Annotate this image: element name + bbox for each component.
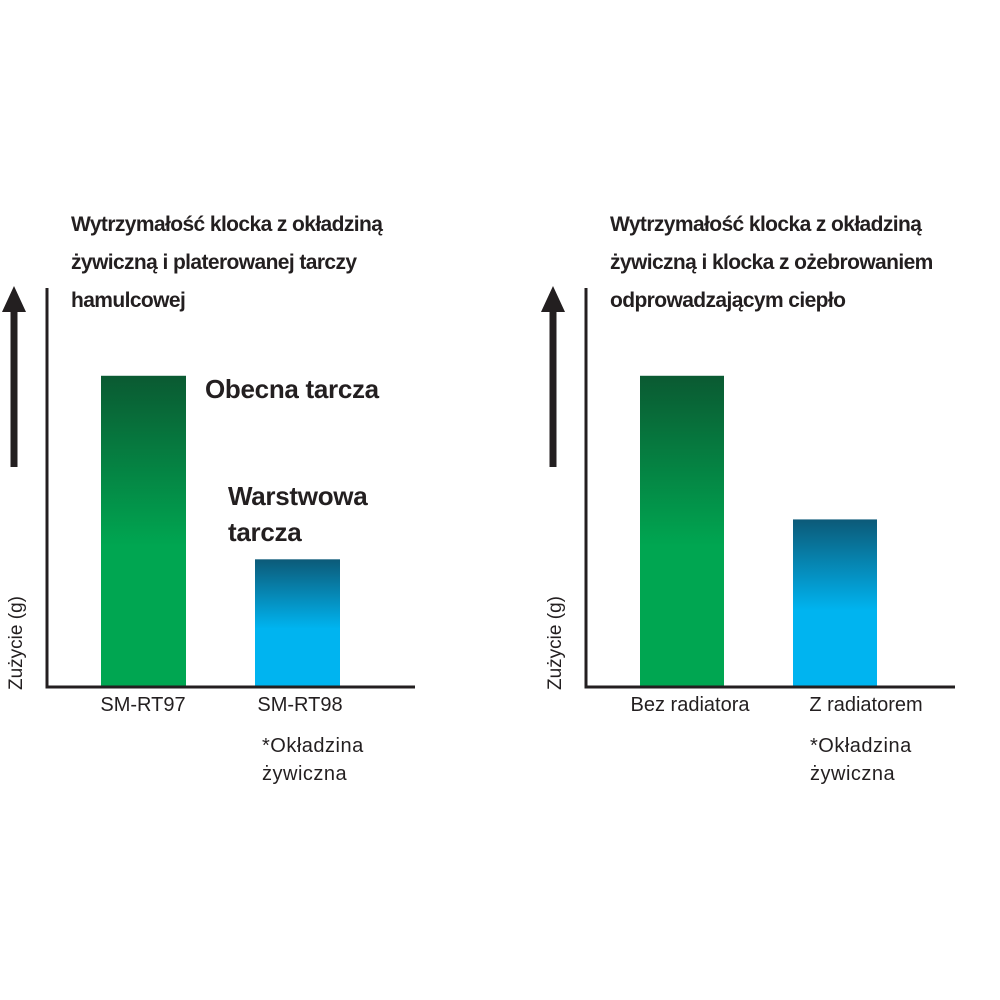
footnote: żywiczna	[262, 763, 348, 785]
bar	[793, 519, 877, 686]
footnote: *Okładzina	[810, 735, 912, 757]
y-axis-label: Zużycie (g)	[6, 596, 27, 690]
chart-title: hamulcowej	[71, 289, 186, 312]
chart-title: żywiczną i klocka z ożebrowaniem	[610, 251, 933, 274]
y-axis-label: Zużycie (g)	[545, 596, 566, 690]
footnote: żywiczna	[810, 763, 896, 785]
bar	[255, 559, 340, 686]
chart-title: Wytrzymałość klocka z okładziną	[610, 213, 922, 236]
chart-title: Wytrzymałość klocka z okładziną	[71, 213, 383, 236]
bar	[640, 375, 724, 686]
chart-title: żywiczną i platerowanej tarczy	[71, 251, 357, 274]
annotation: Warstwowa tarcza	[228, 481, 368, 547]
x-tick-label: SM-RT98	[257, 694, 343, 716]
footnote: *Okładzina	[262, 735, 364, 757]
arrow-head	[2, 286, 26, 312]
x-tick-label: SM-RT97	[100, 694, 186, 716]
bar	[101, 375, 186, 686]
x-tick-label: Bez radiatora	[630, 694, 750, 716]
arrow-head	[541, 286, 565, 312]
chart-title: odprowadzającym ciepło	[610, 289, 846, 312]
annotation: Obecna tarcza	[205, 374, 379, 404]
x-tick-label: Z radiatorem	[809, 694, 923, 716]
